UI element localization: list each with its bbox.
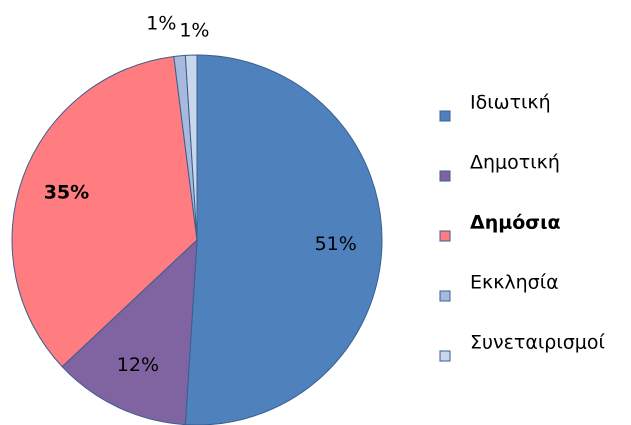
legend-swatch (439, 170, 451, 182)
pie-slice (184, 54, 383, 425)
data-label: 12% (117, 354, 159, 376)
data-label: 51% (315, 233, 357, 255)
legend-label: Ιδιωτική (470, 92, 551, 114)
data-label: 1% (179, 20, 209, 42)
data-label: 1% (146, 12, 176, 34)
legend-swatch (439, 290, 451, 302)
legend-swatch (439, 350, 451, 362)
legend-label: Εκκλησία (470, 272, 559, 294)
pie-slice (184, 54, 198, 241)
pie-slice (11, 55, 198, 368)
pie-slice (61, 238, 198, 425)
legend-swatch (439, 230, 451, 242)
legend-label: Δημόσια (470, 212, 561, 234)
legend-label: Συνεταιρισμοί (470, 332, 606, 354)
legend-swatch (439, 110, 451, 122)
legend-label: Δημοτική (470, 152, 560, 174)
data-label: 35% (44, 182, 89, 204)
